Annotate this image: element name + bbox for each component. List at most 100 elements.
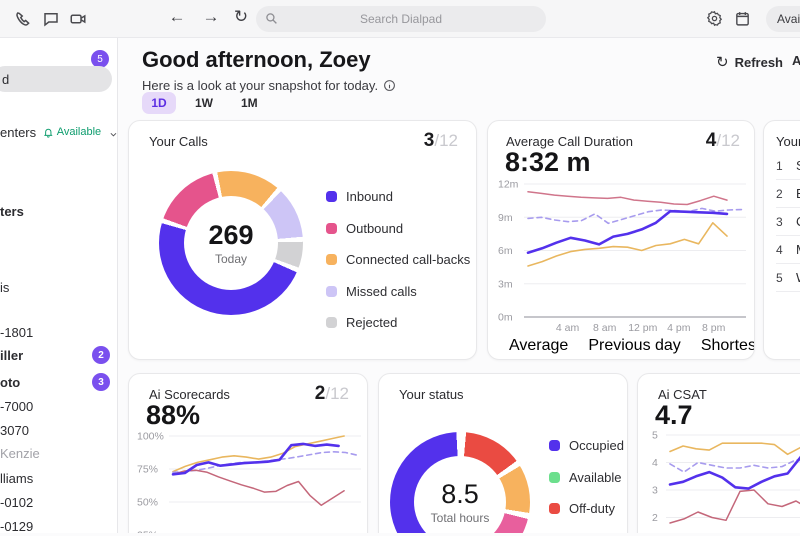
card-index: 2/12	[314, 383, 349, 404]
calendar-icon[interactable]	[734, 10, 751, 27]
legend-dot-icon	[549, 440, 560, 451]
list-item[interactable]: 4Mob	[776, 236, 800, 264]
sidebar-item[interactable]: Kenzie	[0, 445, 40, 461]
svg-text:4 am: 4 am	[556, 322, 580, 334]
card-avg-call-duration: Average Call Duration 4/12 8:32 m 12m 9m 6…	[487, 120, 755, 360]
nav-forward-icon[interactable]: →	[202, 7, 220, 26]
card-ai-csat: Ai CSAT 4.7 5 4 3 2	[637, 373, 800, 533]
search-placeholder: Search Dialpad	[359, 12, 443, 26]
card-ai-scorecards: Ai Scorecards 2/12 88% 100% 75% 50% 25%	[128, 373, 368, 533]
svg-text:2: 2	[652, 512, 658, 524]
sidebar-item[interactable]: is	[0, 279, 10, 295]
sidebar-item[interactable]: 3070	[0, 422, 29, 438]
tab-1d[interactable]: 1D	[142, 92, 176, 114]
svg-text:50%: 50%	[137, 497, 158, 509]
card-title: Your status	[399, 387, 464, 402]
legend-dot-icon	[326, 285, 337, 297]
legend-dot-icon	[549, 471, 560, 483]
status-total-label: Total hours	[430, 511, 490, 525]
sidebar-item[interactable]: lliams	[0, 470, 34, 486]
calls-donut-chart: 269 Today	[159, 171, 303, 315]
duration-line-chart: 12m 9m 6m 3m 0m 4 am 8 am 12 pm 4 pm 8 pm	[498, 179, 748, 342]
centers-label: enters	[0, 124, 37, 140]
search-icon	[265, 12, 278, 25]
nav-back-icon[interactable]: ←	[168, 7, 186, 26]
list-item[interactable]: 5Wel	[776, 264, 800, 292]
svg-text:9m: 9m	[498, 212, 513, 224]
card-index: 3/12	[423, 130, 458, 151]
nav-reload-icon[interactable]: ↻	[233, 7, 249, 26]
legend-dot-icon	[549, 503, 560, 514]
svg-text:4 pm: 4 pm	[667, 322, 691, 334]
centers-status: Available	[56, 126, 102, 138]
svg-text:25%: 25%	[137, 530, 158, 534]
video-icon[interactable]	[69, 10, 87, 28]
status-donut-chart: 8.5 Total hours	[390, 432, 530, 533]
sidebar-item[interactable]: -1801	[0, 324, 34, 340]
legend-dot-icon	[326, 317, 337, 328]
scorecards-value: 88%	[146, 400, 201, 430]
csat-value: 4.7	[655, 400, 693, 430]
page-title: Good afternoon, Zoey	[142, 47, 371, 72]
legend-dot-icon	[326, 254, 337, 265]
svg-text:12 pm: 12 pm	[628, 322, 657, 334]
card-index: 4/12	[705, 130, 740, 151]
refresh-button[interactable]: ↻ Refresh	[716, 54, 783, 71]
legend-item: Missed calls	[326, 284, 470, 299]
legend-item: Occupied	[549, 438, 624, 453]
sidebar-item-selected[interactable]: d	[0, 66, 112, 92]
gear-icon[interactable]	[706, 10, 723, 27]
card-title: Average Call Duration	[506, 134, 633, 149]
calls-total-label: Today	[214, 252, 248, 266]
chevron-down-icon	[109, 127, 118, 137]
sidebar-item[interactable]: oto 3	[0, 372, 118, 392]
card-title: Your ave	[776, 134, 800, 149]
legend-dot-icon	[326, 191, 337, 202]
availability-pill[interactable]: Available	[766, 6, 800, 32]
page-subtitle: Here is a look at your snapshot for toda…	[142, 78, 396, 93]
svg-text:100%: 100%	[137, 431, 164, 443]
calls-legend: Inbound Outbound Connected call-backs Misse…	[326, 189, 470, 330]
calls-total: 269	[208, 220, 254, 250]
status-total: 8.5	[441, 479, 479, 509]
list-item[interactable]: 1Sup	[776, 152, 800, 180]
search-input[interactable]: Search Dialpad	[256, 6, 546, 32]
chat-icon[interactable]	[42, 10, 60, 28]
csat-line-chart: 5 4 3 2	[652, 426, 800, 533]
tab-1w[interactable]: 1W	[195, 96, 213, 110]
tab-1m[interactable]: 1M	[241, 96, 258, 110]
svg-text:8 am: 8 am	[593, 322, 617, 334]
legend-item: Shortest avg	[700, 337, 755, 354]
svg-text:3m: 3m	[498, 278, 513, 290]
svg-text:0m: 0m	[498, 312, 513, 324]
svg-text:5: 5	[652, 430, 658, 442]
sidebar-item[interactable]: -0102	[0, 494, 34, 510]
bell-icon	[43, 126, 54, 139]
sidebar-item[interactable]: iller 2	[0, 345, 118, 365]
availability-label: Available	[777, 12, 800, 26]
phone-icon[interactable]	[14, 10, 32, 28]
header-action-clipped[interactable]: A	[792, 53, 800, 68]
sidebar-top-badge: 5	[91, 50, 109, 68]
top-bar: ← → ↻ Search Dialpad Available	[0, 0, 800, 38]
legend-item: Off-duty	[549, 501, 624, 516]
list-item[interactable]: 3CC	[776, 208, 800, 236]
legend-dot-icon	[326, 222, 337, 234]
legend-item: Previous day	[588, 337, 681, 354]
legend-item: Average	[509, 337, 569, 354]
legend-item: Connected call-backs	[326, 252, 470, 267]
list-item[interactable]: 2Billi	[776, 180, 800, 208]
info-icon[interactable]	[383, 79, 396, 92]
card-your-calls: Your Calls 3/12 269 Today Inbound Outboun…	[128, 120, 477, 360]
time-range-tabs: 1D 1W 1M	[142, 92, 267, 114]
unread-badge: 2	[92, 346, 110, 364]
sidebar-item[interactable]: -0129	[0, 518, 34, 534]
avg-duration-value: 8:32 m	[505, 147, 591, 177]
legend-item: Available	[549, 470, 624, 485]
sidebar-item[interactable]: ters	[0, 203, 24, 219]
sidebar-item-centers[interactable]: enters Available	[0, 122, 118, 142]
sidebar-item[interactable]: -7000	[0, 398, 34, 414]
legend-item: Rejected	[326, 315, 470, 330]
card-your-averages: Your ave 1Sup2Billi3CC4Mob5Wel	[763, 120, 800, 360]
card-title: Your Calls	[149, 134, 208, 149]
